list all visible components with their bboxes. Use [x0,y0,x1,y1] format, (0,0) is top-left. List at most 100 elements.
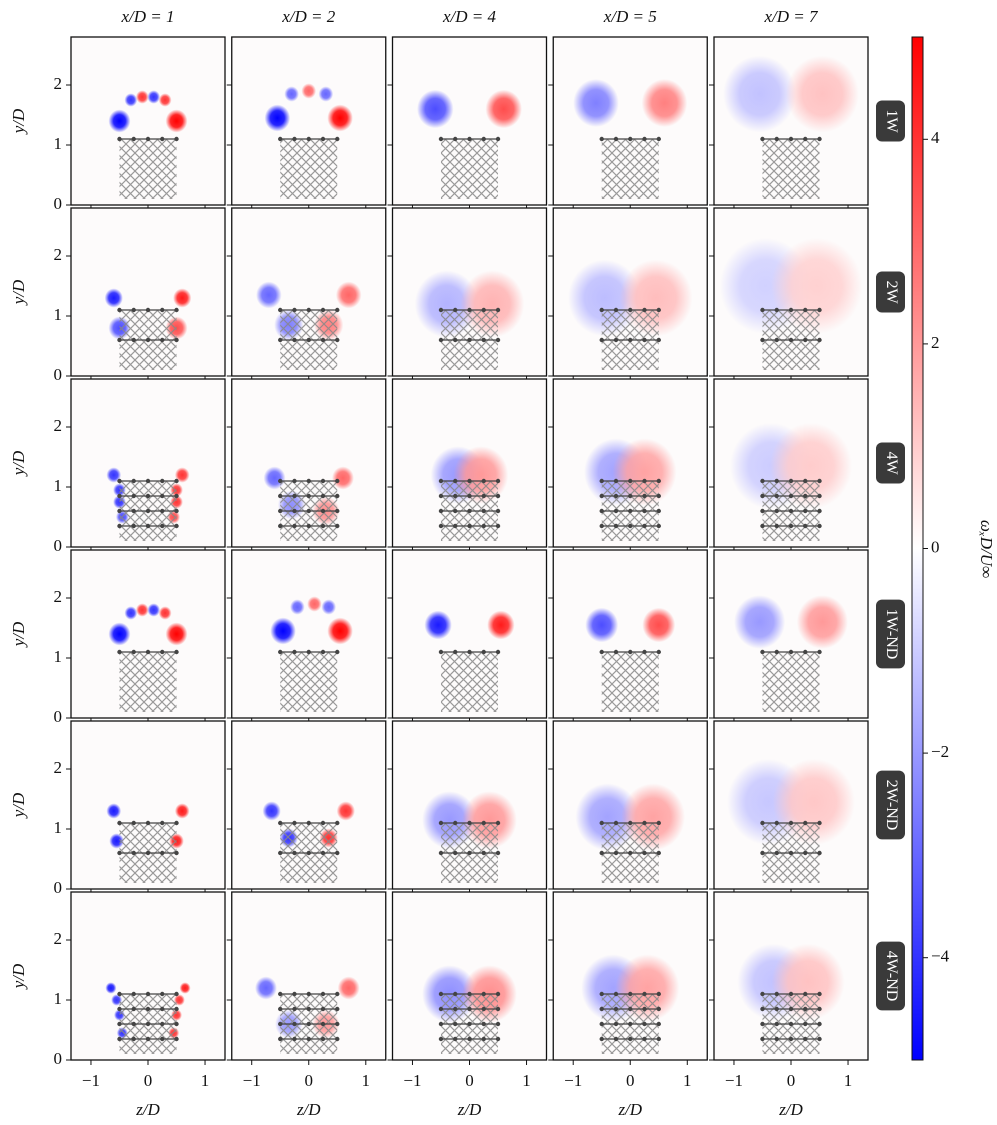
turbine [467,1036,472,1042]
turbine [278,493,283,499]
turbine [788,820,794,826]
vortex [307,596,322,612]
turbine [788,508,794,514]
turbine [131,307,136,313]
vortex [255,976,277,1000]
turbine [131,820,136,826]
turbine [174,493,179,499]
turbine [642,991,647,997]
colorbar-tick-label: −2 [931,742,949,761]
turbine [131,508,136,514]
turbine [278,1006,283,1012]
turbine [292,508,297,514]
turbine [320,1006,326,1012]
turbine [145,493,151,499]
turbine [320,649,326,655]
turbine [145,508,151,514]
panel [714,379,868,547]
x-tick-label: −1 [403,1071,421,1090]
turbine [438,493,444,499]
turbine [453,508,458,514]
turbine [628,508,633,514]
turbine [599,850,604,856]
turbine [117,523,122,529]
turbine [160,136,165,142]
turbine [495,820,501,826]
vortex [327,104,353,132]
vortex [179,982,191,994]
turbine [335,493,340,499]
turbine [788,478,794,484]
vortex [284,86,299,102]
turbine [117,136,122,142]
wind-farm [762,652,820,712]
panel [553,37,708,205]
turbine [438,1021,444,1027]
vortex [165,622,188,646]
x-axis-label: z/D [778,1100,803,1119]
turbine [613,991,619,997]
turbine [599,820,604,826]
vortex [158,606,172,620]
turbine [306,136,311,142]
turbine [613,307,619,313]
turbine [320,820,326,826]
turbine [278,136,283,142]
turbine [760,508,765,514]
wind-farm [762,139,820,199]
turbine [278,508,283,514]
wind-farm [280,139,338,199]
vortex [641,79,688,127]
turbine [467,850,472,856]
turbine [656,478,661,484]
vortex [108,622,131,646]
turbine [481,1021,486,1027]
y-axis-label: y/D [9,621,28,648]
y-tick-label: 2 [54,245,63,264]
vortex [332,466,354,490]
y-tick-label: 1 [54,818,63,837]
turbine [160,478,165,484]
row-label-box [876,941,905,1011]
turbine [160,649,165,655]
turbine [642,508,647,514]
turbine [335,820,340,826]
turbine [453,820,458,826]
panel [392,37,547,205]
turbine [335,991,340,997]
turbine [599,307,604,313]
turbine [613,1006,619,1012]
turbine [656,991,661,997]
turbine [774,1021,779,1027]
turbine [320,991,326,997]
turbine [495,1006,501,1012]
turbine [160,307,165,313]
turbine [292,1036,297,1042]
panel [71,208,225,376]
turbine [320,478,326,484]
turbine [131,1036,136,1042]
panel [392,208,547,376]
vortex [256,281,282,309]
turbine [642,136,647,142]
turbine [117,820,122,826]
turbine [320,337,326,343]
y-tick-label: 0 [54,365,63,384]
wind-farm [440,652,499,712]
turbine [628,850,633,856]
turbine [495,850,501,856]
turbine [174,649,179,655]
turbine [278,649,283,655]
turbine [481,649,486,655]
turbine [145,307,151,313]
turbine [481,991,486,997]
turbine [174,1006,179,1012]
panel [71,892,225,1060]
wind-farm [440,139,499,199]
x-tick-label: 0 [465,1071,474,1090]
wind-farm [601,139,659,199]
wind-farm [280,652,338,712]
turbine [495,991,501,997]
turbine [278,820,283,826]
